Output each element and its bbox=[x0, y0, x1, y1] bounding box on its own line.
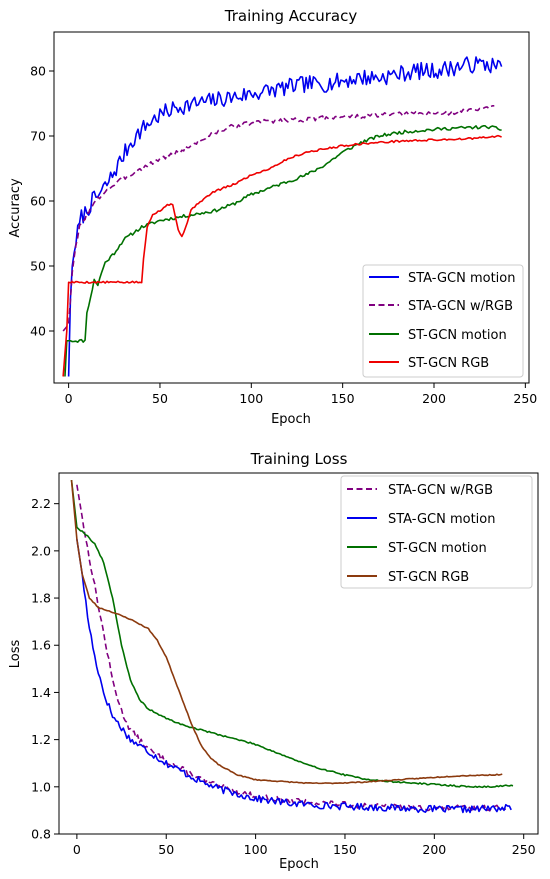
loss-x-tick-label-50: 50 bbox=[158, 842, 174, 857]
loss-x-tick-label-100: 100 bbox=[244, 842, 268, 857]
loss-x-ticks: 0 50 100 150 200 250 bbox=[73, 834, 536, 857]
loss-plot-area bbox=[70, 479, 514, 814]
accuracy-y-tick-label-80: 80 bbox=[30, 64, 46, 79]
accuracy-legend-label-st-gcn-motion: ST-GCN motion bbox=[408, 328, 507, 343]
loss-series-line-st-gcn-motion bbox=[70, 479, 514, 789]
accuracy-series-line-st-gcn-motion bbox=[64, 125, 502, 377]
loss-x-tick-label-0: 0 bbox=[73, 842, 81, 857]
accuracy-x-tick-label-200: 200 bbox=[422, 391, 446, 406]
accuracy-chart: Training Accuracy 0 50 100 150 200 250 40 50 60… bbox=[8, 7, 537, 427]
accuracy-x-tick-label-100: 100 bbox=[239, 391, 263, 406]
loss-series-line-sta-gcn-motion bbox=[76, 538, 512, 814]
accuracy-plot-area bbox=[62, 56, 503, 377]
loss-series-line-st-gcn-rgb bbox=[70, 480, 503, 785]
accuracy-legend: STA-GCN motion STA-GCN w/RGB ST-GCN moti… bbox=[362, 264, 524, 378]
accuracy-series-line-sta-gcn-w-rgb bbox=[62, 104, 495, 332]
loss-y-axis-label: Loss bbox=[8, 640, 23, 669]
accuracy-legend-box bbox=[362, 264, 524, 378]
loss-axes-frame bbox=[58, 472, 539, 835]
accuracy-axes-frame bbox=[53, 31, 530, 384]
loss-legend: STA-GCN w/RGB STA-GCN motion ST-GCN moti… bbox=[340, 475, 533, 589]
loss-y-tick-label-1: 1.0 bbox=[31, 779, 51, 794]
accuracy-series-line-sta-gcn-motion bbox=[67, 56, 503, 377]
accuracy-y-axis-label: Accuracy bbox=[8, 178, 23, 238]
accuracy-y-ticks: 40 50 60 70 80 bbox=[30, 64, 54, 339]
accuracy-x-ticks: 0 50 100 150 200 250 bbox=[65, 383, 537, 406]
accuracy-legend-label-sta-gcn-wrgb: STA-GCN w/RGB bbox=[408, 299, 513, 314]
loss-x-tick-label-150: 150 bbox=[333, 842, 357, 857]
loss-y-tick-label-1-2: 1.2 bbox=[31, 732, 51, 747]
loss-legend-label-st-gcn-motion: ST-GCN motion bbox=[388, 541, 487, 556]
accuracy-legend-label-st-gcn-rgb: ST-GCN RGB bbox=[408, 356, 489, 371]
loss-y-tick-label-1-8: 1.8 bbox=[31, 591, 51, 606]
accuracy-x-tick-label-0: 0 bbox=[65, 391, 73, 406]
loss-legend-label-st-gcn-rgb: ST-GCN RGB bbox=[388, 570, 469, 585]
loss-y-tick-label-1-6: 1.6 bbox=[31, 638, 51, 653]
accuracy-x-tick-label-150: 150 bbox=[331, 391, 355, 406]
accuracy-y-tick-label-70: 70 bbox=[30, 129, 46, 144]
accuracy-x-axis-label: Epoch bbox=[271, 412, 311, 427]
loss-legend-box bbox=[340, 475, 533, 589]
loss-y-tick-label-1-4: 1.4 bbox=[31, 685, 51, 700]
loss-legend-label-sta-gcn-motion: STA-GCN motion bbox=[388, 512, 496, 527]
loss-x-axis-label: Epoch bbox=[279, 857, 319, 872]
accuracy-legend-label-sta-gcn-motion: STA-GCN motion bbox=[408, 271, 516, 286]
accuracy-series-line-st-gcn-rgb bbox=[62, 134, 502, 377]
loss-chart-title: Training Loss bbox=[250, 450, 348, 468]
accuracy-y-tick-label-50: 50 bbox=[30, 259, 46, 274]
accuracy-x-tick-label-50: 50 bbox=[152, 391, 168, 406]
accuracy-x-tick-label-250: 250 bbox=[513, 391, 537, 406]
accuracy-chart-title: Training Accuracy bbox=[224, 7, 358, 25]
loss-y-tick-label-2: 2.0 bbox=[31, 543, 51, 558]
loss-chart: Training Loss 0 50 100 150 200 250 0.8 1.0 1.2 1… bbox=[8, 450, 539, 872]
loss-legend-label-sta-gcn-wrgb: STA-GCN w/RGB bbox=[388, 483, 493, 498]
loss-y-tick-label-0-8: 0.8 bbox=[31, 827, 51, 842]
loss-x-tick-label-250: 250 bbox=[512, 842, 536, 857]
loss-y-ticks: 0.8 1.0 1.2 1.4 1.6 1.8 2.0 2.2 bbox=[31, 496, 59, 842]
loss-x-tick-label-200: 200 bbox=[422, 842, 446, 857]
accuracy-y-tick-label-60: 60 bbox=[30, 194, 46, 209]
accuracy-y-tick-label-40: 40 bbox=[30, 324, 46, 339]
loss-y-tick-label-2-2: 2.2 bbox=[31, 496, 51, 511]
